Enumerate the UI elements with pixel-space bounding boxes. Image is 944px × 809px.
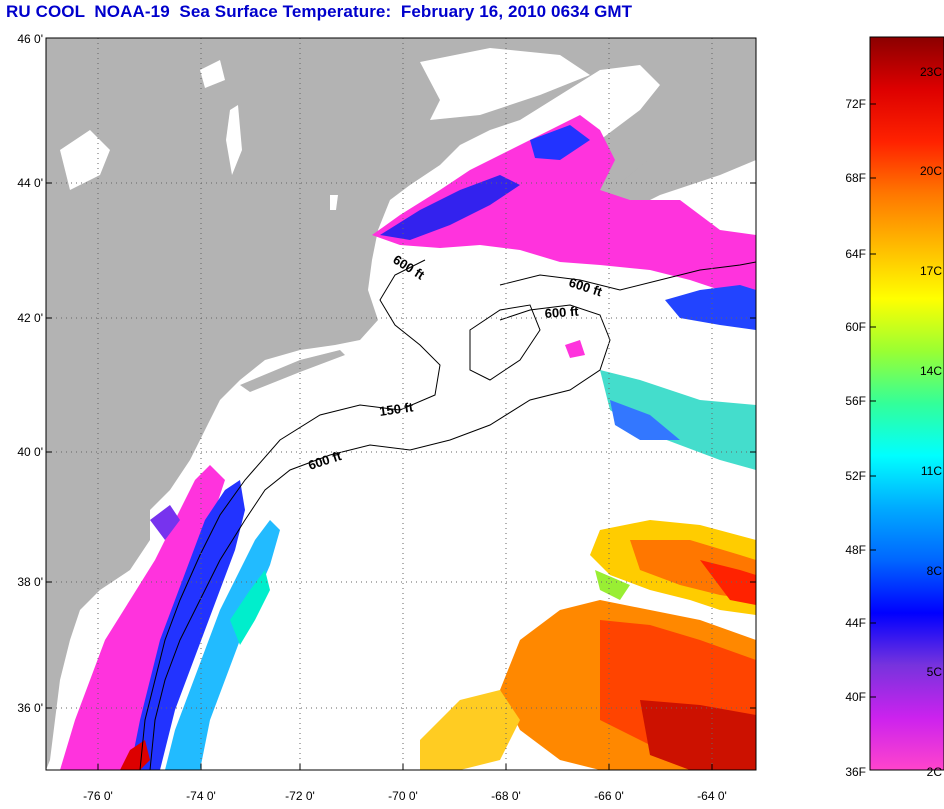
colorbar-f-40: 40F: [845, 690, 866, 704]
map-title: RU COOL NOAA-19 Sea Surface Temperature:…: [6, 2, 633, 21]
land-long-island: [240, 350, 345, 392]
map-frame: [45, 37, 757, 771]
colorbar-c-2: 2C: [927, 765, 943, 779]
lon-label-66: -66 0': [594, 789, 624, 803]
lon-label-72: -72 0': [285, 789, 315, 803]
colorbar-f-68: 68F: [845, 171, 866, 185]
graticule: [46, 38, 756, 770]
lon-label-76: -76 0': [83, 789, 113, 803]
lon-label-70: -70 0': [388, 789, 418, 803]
axis-ticks: [46, 37, 756, 770]
colorbar-f-44: 44F: [845, 616, 866, 630]
isobath-georges: [469, 304, 541, 381]
colorbar-c-11: 11C: [921, 464, 942, 478]
lon-label-68: -68 0': [491, 789, 521, 803]
colorbar-c-17: 17C: [920, 264, 942, 278]
isobath-600ft-gulf: [499, 261, 756, 291]
colorbar-f-36: 36F: [845, 765, 866, 779]
lat-label-44: 44 0': [17, 176, 43, 190]
lakes: [60, 48, 756, 220]
contour-label-150ft: 150 ft: [378, 399, 414, 419]
isobath-150ft: [139, 259, 441, 770]
colorbar-f-60: 60F: [845, 320, 866, 334]
lat-label-36: 36 0': [17, 701, 43, 715]
lon-label-64: -64 0': [697, 789, 727, 803]
isobath-lines: [139, 259, 756, 770]
lat-label-38: 38 0': [17, 575, 43, 589]
map-area: 600 ft 600 ft 600 ft 150 ft 600 ft: [46, 38, 756, 770]
lat-label-46: 46 0': [17, 32, 43, 46]
colorbar-f-64: 64F: [845, 247, 866, 261]
colorbar-ticks: [870, 103, 876, 698]
isobath-600ft: [149, 304, 611, 770]
colorbar-c-23: 23C: [920, 65, 942, 79]
lat-label-40: 40 0': [17, 445, 43, 459]
colorbar: [869, 36, 944, 771]
lat-label-42: 42 0': [17, 311, 43, 325]
colorbar-f-52: 52F: [845, 469, 866, 483]
colorbar-c-5: 5C: [927, 665, 943, 679]
colorbar-f-56: 56F: [845, 394, 866, 408]
colorbar-c-8: 8C: [927, 564, 943, 578]
lon-label-74: -74 0': [186, 789, 216, 803]
colorbar-f-72: 72F: [845, 97, 866, 111]
land-nova-scotia: [600, 110, 756, 215]
colorbar-c-14: 14C: [920, 364, 942, 378]
land-north-america: [46, 38, 756, 770]
colorbar-f-48: 48F: [845, 543, 866, 557]
colorbar-c-20: 20C: [920, 164, 942, 178]
contour-label-600ft-georges: 600 ft: [544, 304, 580, 321]
